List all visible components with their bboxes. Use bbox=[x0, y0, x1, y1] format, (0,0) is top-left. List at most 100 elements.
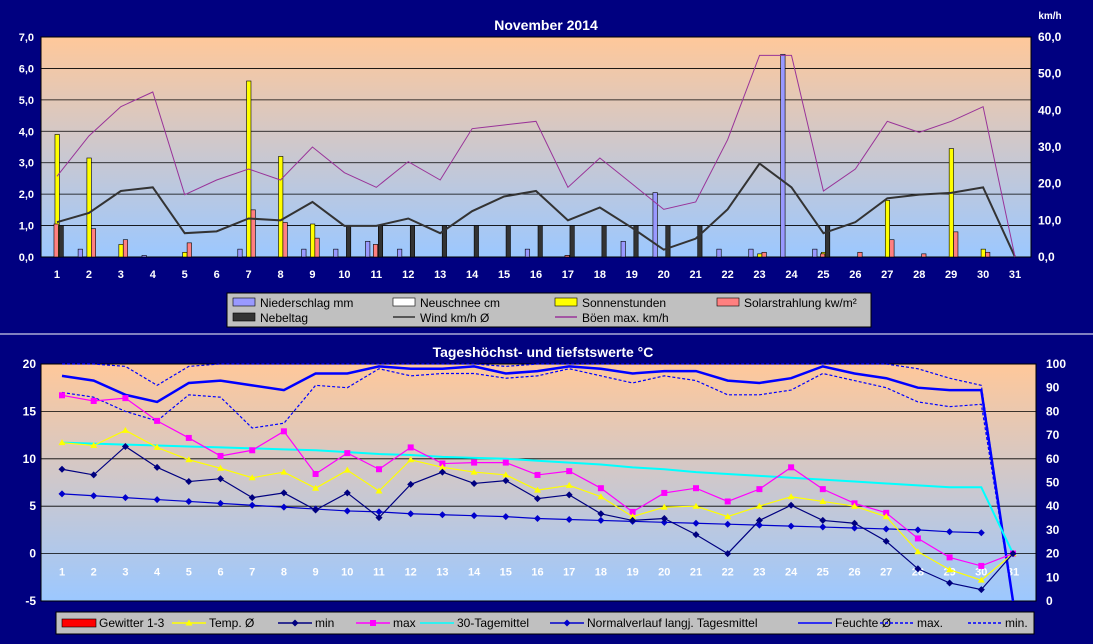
chart2-data-point bbox=[59, 392, 65, 399]
chart2-data-point bbox=[470, 479, 478, 487]
chart1-bar bbox=[620, 240, 626, 258]
chart2-x-tick-label: 12 bbox=[405, 567, 417, 579]
chart2-series-line bbox=[61, 365, 1015, 602]
chart2-data-point bbox=[755, 521, 763, 529]
chart2-x-tick-label: 15 bbox=[500, 567, 512, 579]
chart1-bar bbox=[365, 240, 371, 258]
chart2-data-point bbox=[755, 502, 763, 509]
chart1-bar bbox=[825, 225, 831, 258]
chart1-x-tick-label: 16 bbox=[530, 269, 542, 281]
chart1-x-tick-label: 27 bbox=[881, 269, 893, 281]
chart2-data-point bbox=[629, 516, 637, 524]
chart1-bar bbox=[748, 248, 754, 258]
chart1-legend-swatch bbox=[554, 297, 578, 307]
chart1-x-tick-label: 23 bbox=[753, 269, 765, 281]
chart2-legend-label: min. bbox=[1005, 616, 1028, 630]
chart2-legend-marker bbox=[291, 619, 299, 627]
chart1-bar bbox=[857, 251, 863, 258]
chart2-data-point bbox=[946, 554, 953, 561]
chart2-data-point bbox=[724, 520, 732, 528]
chart1-bar bbox=[820, 253, 826, 258]
chart2-data-point bbox=[470, 512, 478, 520]
chart2-legend-label: min bbox=[315, 616, 334, 630]
chart2-data-point bbox=[660, 503, 668, 510]
chart1-x-tick-label: 31 bbox=[1009, 269, 1021, 281]
chart2-data-point bbox=[1009, 550, 1017, 558]
chart1-x-tick-label: 2 bbox=[86, 269, 92, 281]
chart2-x-tick-label: 5 bbox=[186, 567, 192, 579]
chart1-x-tick-label: 1 bbox=[54, 269, 60, 281]
chart1-bar bbox=[77, 248, 83, 258]
chart2-data-point bbox=[502, 477, 510, 485]
chart2-data-point bbox=[883, 509, 890, 516]
chart1-x-tick-label: 21 bbox=[690, 269, 702, 281]
chart1-plot-area bbox=[41, 37, 1031, 257]
chart1-legend-label: Solarstrahlung kw/m² bbox=[744, 296, 857, 310]
chart2-data-point bbox=[280, 468, 288, 475]
chart1-bar bbox=[278, 156, 284, 258]
chart2-x-tick-label: 7 bbox=[249, 567, 255, 579]
chart1-bar bbox=[716, 248, 722, 258]
chart2-data-point bbox=[724, 513, 732, 520]
chart2-data-point bbox=[248, 501, 256, 509]
chart2-legend-marker bbox=[563, 619, 571, 627]
chart2-y-tick-label: 0 bbox=[29, 547, 36, 561]
chart2-y2-tick-label: 60 bbox=[1046, 452, 1060, 466]
chart2-y2-tick-label: 30 bbox=[1046, 523, 1060, 537]
chart2-data-point bbox=[597, 485, 604, 492]
chart2-legend-label: Feuchte Ø bbox=[835, 616, 891, 630]
chart1-bar bbox=[953, 231, 959, 258]
chart1-x-tick-label: 19 bbox=[626, 269, 638, 281]
chart2-data-point bbox=[154, 417, 161, 424]
chart2-data-point bbox=[280, 503, 288, 511]
chart2-x-tick-label: 23 bbox=[753, 567, 765, 579]
chart1-bar bbox=[473, 225, 479, 258]
chart1-bar bbox=[757, 253, 763, 258]
chart1-grid bbox=[40, 36, 1032, 258]
chart2-legend-label: Gewitter 1-3 bbox=[99, 616, 165, 630]
chart2-data-point bbox=[58, 490, 66, 498]
chart2-data-point bbox=[90, 397, 97, 404]
chart2-data-point bbox=[438, 463, 446, 470]
chart1-x-tick-label: 24 bbox=[785, 269, 798, 281]
chart2-data-point bbox=[977, 529, 985, 537]
chart2-series-line bbox=[62, 363, 1014, 602]
chart2-x-tick-label: 20 bbox=[658, 567, 670, 579]
chart1-y2-label: km/h bbox=[1038, 11, 1061, 22]
chart1-bar bbox=[697, 225, 703, 258]
chart2-x-tick-label: 11 bbox=[373, 567, 385, 579]
chart2-data-point bbox=[882, 537, 890, 545]
chart1-legend: Niederschlag mm Neuschnee cm Sonnenstunden… bbox=[226, 292, 872, 328]
chart2-data-point bbox=[312, 484, 320, 491]
chart1-y-tick-label: 2,0 bbox=[19, 189, 34, 201]
chart2-y2-tick-label: 100 bbox=[1046, 357, 1066, 371]
chart1-x-tick-label: 14 bbox=[466, 269, 479, 281]
chart2-data-point bbox=[312, 506, 320, 514]
chart2-data-point bbox=[755, 516, 763, 524]
chart1-x-tick-label: 29 bbox=[945, 269, 957, 281]
chart2-data-point bbox=[470, 468, 478, 475]
chart2-data-point bbox=[660, 515, 668, 523]
chart2-x-tick-label: 8 bbox=[281, 567, 287, 579]
chart2-data-point bbox=[407, 510, 415, 518]
chart2-data-point bbox=[90, 492, 98, 500]
chart2-data-point bbox=[90, 442, 98, 449]
chart1-y2-tick-label: 60,0 bbox=[1038, 30, 1062, 44]
chart2-data-point bbox=[851, 519, 858, 527]
chart2-data-point bbox=[692, 519, 700, 527]
chart2-data-point bbox=[882, 513, 890, 520]
chart1-bar bbox=[186, 242, 192, 258]
chart2-data-point bbox=[819, 516, 827, 524]
chart2-legend-label: 30-Tagemittel bbox=[457, 616, 529, 630]
chart2-data-point bbox=[660, 518, 668, 526]
chart1-y2-tick-label: 10,0 bbox=[1038, 213, 1062, 227]
chart2-data-point bbox=[153, 443, 161, 450]
chart2-data-point bbox=[692, 502, 700, 509]
chart1-x-tick-label: 25 bbox=[817, 269, 829, 281]
chart2-x-tick-label: 18 bbox=[595, 567, 607, 579]
chart1-y-tick-label: 1,0 bbox=[19, 221, 34, 233]
chart2-data-point bbox=[565, 481, 573, 488]
chart1-y2-ticks: 0,0 10,0 20,0 30,0 40,0 50,0 60,0 bbox=[1038, 30, 1062, 264]
chart1-x-tick-label: 18 bbox=[594, 269, 606, 281]
